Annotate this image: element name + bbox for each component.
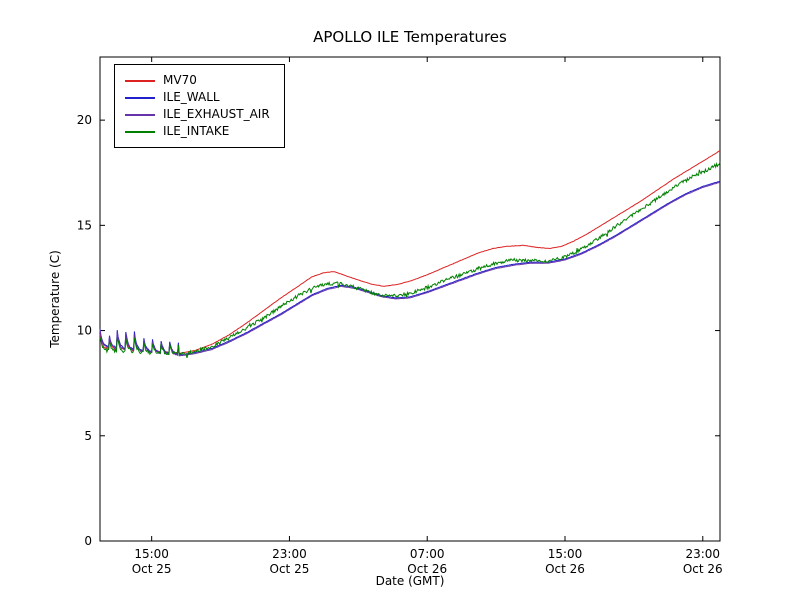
y-tick-label: 10	[77, 324, 92, 338]
series-line-ile_wall	[99, 180, 721, 356]
y-tick-label: 20	[77, 113, 92, 127]
legend-label: ILE_EXHAUST_AIR	[163, 107, 270, 121]
chart-title: APOLLO ILE Temperatures	[313, 28, 507, 46]
legend-item-ile_intake: ILE_INTAKE	[125, 123, 270, 140]
legend-line-icon	[125, 79, 155, 82]
y-tick-label: 0	[84, 534, 92, 548]
x-axis-label: Date (GMT)	[375, 574, 445, 588]
legend-item-ile_wall: ILE_WALL	[125, 89, 270, 106]
axes-frame	[99, 56, 721, 542]
x-tick-time: 15:00	[548, 547, 583, 561]
series-line-mv70	[99, 150, 721, 355]
legend-line-icon	[125, 113, 155, 116]
series-line-ile_intake	[99, 161, 721, 359]
y-tick-label: 15	[77, 218, 92, 232]
legend-line-icon	[125, 96, 155, 99]
legend-item-mv70: MV70	[125, 72, 270, 89]
x-tick-time: 23:00	[272, 547, 307, 561]
x-tick-date: Oct 26	[683, 562, 723, 576]
legend-label: ILE_WALL	[163, 90, 220, 104]
legend: MV70 ILE_WALL ILE_EXHAUST_AIR ILE_INTAKE	[114, 64, 285, 148]
x-tick-date: Oct 25	[270, 562, 310, 576]
legend-item-ile_exhaust_air: ILE_EXHAUST_AIR	[125, 106, 270, 123]
y-tick-label: 5	[84, 429, 92, 443]
legend-line-icon	[125, 130, 155, 133]
x-tick-time: 07:00	[410, 547, 445, 561]
x-tick-date: Oct 26	[545, 562, 585, 576]
x-tick-time: 23:00	[685, 547, 720, 561]
x-tick-date: Oct 25	[132, 562, 172, 576]
series-line-ile_exhaust_air	[99, 181, 721, 357]
x-tick-time: 15:00	[134, 547, 169, 561]
x-tick-date: Oct 26	[407, 562, 447, 576]
legend-label: MV70	[163, 73, 197, 87]
legend-label: ILE_INTAKE	[163, 124, 230, 138]
